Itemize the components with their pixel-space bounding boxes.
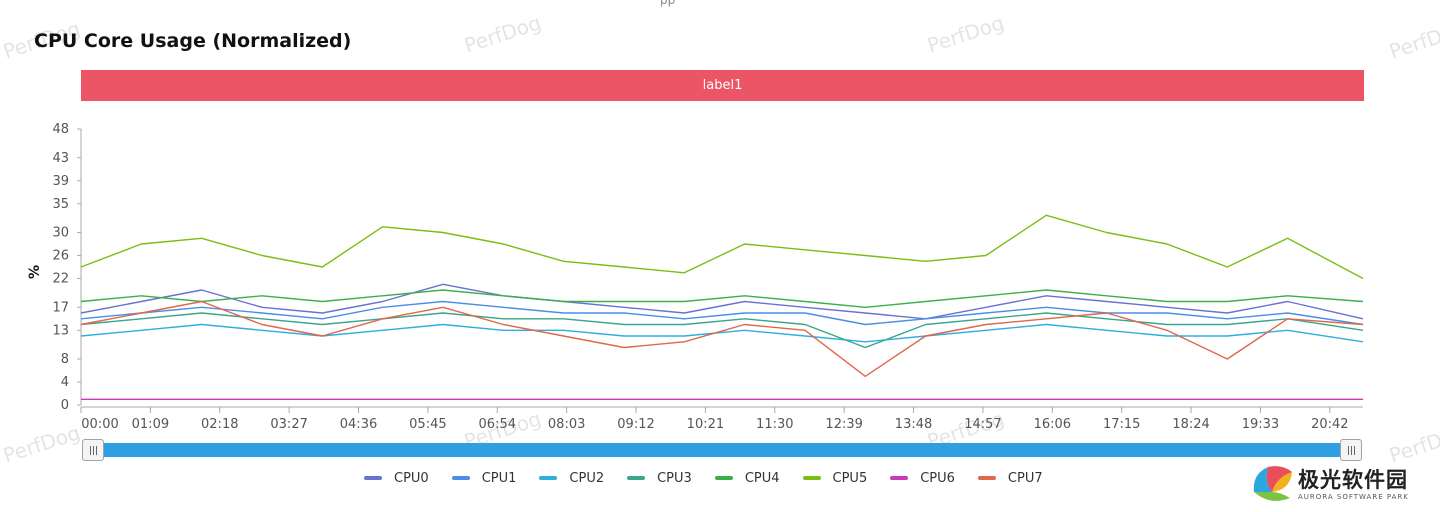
legend-label: CPU3: [657, 470, 692, 486]
x-tick-label: 16:06: [1034, 417, 1071, 432]
y-tick-label: 17: [52, 300, 69, 315]
legend-label: CPU1: [481, 470, 517, 486]
x-tick-label: 14:57: [964, 417, 1001, 432]
legend-swatch: [539, 476, 558, 480]
x-tick-label: 13:48: [895, 417, 932, 432]
series-line-cpu5: [80, 214, 1364, 280]
x-tick-label: 05:45: [409, 417, 446, 432]
y-tick-label: 4: [61, 375, 69, 390]
label-band[interactable]: label1: [81, 70, 1364, 101]
legend-label: CPU0: [394, 470, 429, 486]
legend-item-cpu7[interactable]: CPU7: [977, 468, 1043, 488]
logo-text-cn: 极光软件园: [1298, 468, 1408, 492]
x-tick-label: 03:27: [270, 417, 307, 432]
aurora-logo-icon: [1253, 466, 1292, 501]
legend-item-cpu1[interactable]: CPU1: [451, 468, 517, 488]
x-tick-label: 20:42: [1311, 417, 1348, 432]
x-tick-label: 02:18: [201, 417, 238, 432]
y-tick-label: 26: [52, 249, 69, 264]
legend-item-cpu3[interactable]: CPU3: [627, 468, 692, 488]
chart-legend: CPU0 CPU1 CPU2 CPU3 CPU4 CPU5 CPU6 CPU7: [364, 468, 1066, 488]
y-tick-label: 48: [52, 122, 69, 137]
aurora-logo: 极光软件园 AURORA SOFTWARE PARK: [1250, 462, 1440, 510]
series-line-cpu7: [80, 300, 1364, 377]
y-tick-label: 0: [61, 398, 69, 413]
series-line-cpu4: [80, 289, 1364, 308]
y-tick-label: 22: [52, 272, 69, 287]
y-tick-label: 13: [52, 323, 69, 338]
x-tick-label: 17:15: [1103, 417, 1140, 432]
logo-text-en: AURORA SOFTWARE PARK: [1298, 493, 1409, 501]
y-axis-label: %: [27, 265, 43, 279]
legend-label: CPU6: [920, 470, 955, 486]
legend-label: CPU7: [1007, 470, 1043, 486]
legend-label: CPU2: [569, 470, 605, 486]
y-tick-label: 43: [52, 151, 69, 166]
x-tick-label: 06:54: [479, 417, 516, 432]
legend-swatch: [714, 476, 733, 480]
series-line-cpu0: [80, 283, 1364, 320]
x-tick-label: 18:24: [1172, 417, 1209, 432]
legend-swatch: [977, 476, 996, 480]
y-tick-label: 30: [52, 226, 69, 241]
legend-item-cpu0[interactable]: CPU0: [364, 468, 429, 488]
legend-swatch: [364, 476, 382, 480]
y-tick-label: 8: [61, 352, 69, 367]
legend-item-cpu5[interactable]: CPU5: [802, 468, 868, 488]
x-tick-label: 10:21: [687, 417, 724, 432]
legend-swatch: [627, 476, 646, 480]
legend-label: CPU5: [832, 470, 868, 486]
legend-label: CPU4: [744, 470, 780, 486]
x-tick-label: 08:03: [548, 417, 585, 432]
legend-item-cpu4[interactable]: CPU4: [714, 468, 780, 488]
series-line-cpu1: [80, 300, 1364, 326]
x-tick-label: 00:00: [81, 417, 118, 432]
legend-item-cpu6[interactable]: CPU6: [890, 468, 955, 488]
top-mark: pp: [660, 0, 676, 7]
zoom-slider-start-handle[interactable]: [82, 439, 104, 461]
x-tick-label: 12:39: [825, 417, 862, 432]
x-tick-label: 04:36: [340, 417, 377, 432]
x-tick-label: 19:33: [1242, 417, 1279, 432]
x-tick-label: 01:09: [132, 417, 169, 432]
y-tick-label: 35: [52, 197, 69, 212]
chart-title: CPU Core Usage (Normalized): [34, 30, 352, 52]
series-line-cpu3: [80, 312, 1364, 349]
legend-item-cpu2[interactable]: CPU2: [539, 468, 604, 488]
legend-swatch: [802, 476, 821, 480]
legend-swatch: [890, 476, 909, 480]
x-tick-label: 11:30: [756, 417, 793, 432]
y-tick-label: 39: [52, 174, 69, 189]
zoom-slider-track[interactable]: [82, 443, 1362, 457]
zoom-slider-end-handle[interactable]: [1340, 439, 1362, 461]
x-tick-label: 09:12: [617, 417, 654, 432]
legend-swatch: [451, 476, 470, 480]
